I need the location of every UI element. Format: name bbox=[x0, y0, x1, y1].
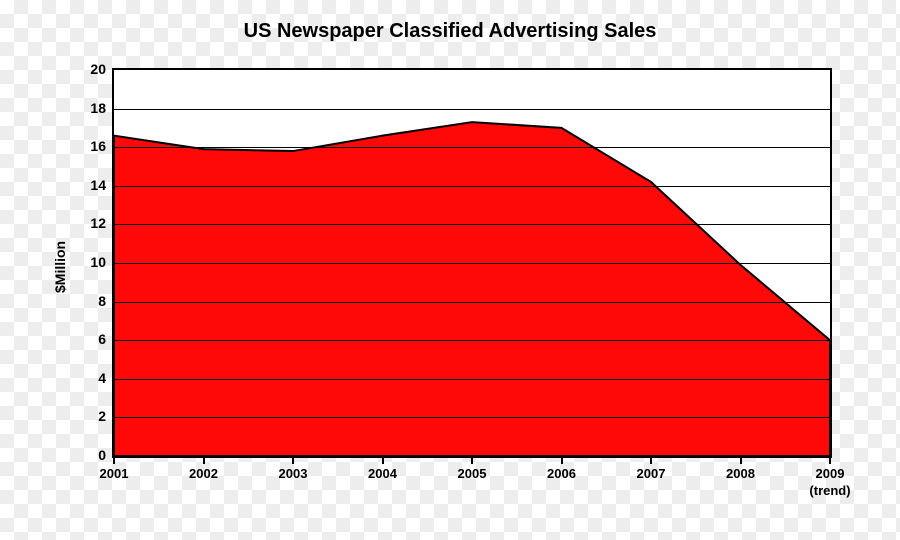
chart-title: US Newspaper Classified Advertising Sale… bbox=[0, 20, 900, 43]
x-tick-mark bbox=[740, 458, 742, 464]
y-tick-label: 14 bbox=[72, 177, 106, 193]
y-tick-label: 12 bbox=[72, 215, 106, 231]
x-tick-mark bbox=[382, 458, 384, 464]
x-tick-label: (trend) bbox=[790, 483, 870, 498]
y-tick-label: 0 bbox=[72, 447, 106, 463]
x-tick-label: 2008 bbox=[701, 466, 781, 481]
x-tick-label: 2004 bbox=[343, 466, 423, 481]
x-tick-label: 2007 bbox=[611, 466, 691, 481]
x-tick-label: 2003 bbox=[253, 466, 333, 481]
gridline bbox=[114, 417, 830, 418]
gridline bbox=[114, 340, 830, 341]
y-tick-label: 2 bbox=[72, 408, 106, 424]
x-tick-mark bbox=[561, 458, 563, 464]
x-tick-mark bbox=[292, 458, 294, 464]
x-tick-label: 2009 bbox=[790, 466, 870, 481]
y-tick-label: 10 bbox=[72, 254, 106, 270]
gridline bbox=[114, 302, 830, 303]
y-tick-label: 6 bbox=[72, 331, 106, 347]
x-tick-mark bbox=[113, 458, 115, 464]
x-tick-mark bbox=[471, 458, 473, 464]
x-tick-label: 2005 bbox=[432, 466, 512, 481]
plot-area bbox=[112, 68, 832, 458]
gridline bbox=[114, 147, 830, 148]
gridline bbox=[114, 109, 830, 110]
x-tick-label: 2006 bbox=[522, 466, 602, 481]
x-tick-mark bbox=[650, 458, 652, 464]
gridline bbox=[114, 379, 830, 380]
x-tick-label: 2002 bbox=[164, 466, 244, 481]
y-axis-label: $Million bbox=[52, 241, 68, 293]
y-tick-label: 16 bbox=[72, 138, 106, 154]
gridline bbox=[114, 263, 830, 264]
canvas: US Newspaper Classified Advertising Sale… bbox=[0, 0, 900, 540]
gridline bbox=[114, 224, 830, 225]
y-tick-label: 18 bbox=[72, 100, 106, 116]
area-series bbox=[114, 122, 830, 456]
gridline bbox=[114, 186, 830, 187]
y-tick-label: 20 bbox=[72, 61, 106, 77]
y-tick-label: 8 bbox=[72, 293, 106, 309]
x-tick-label: 2001 bbox=[74, 466, 154, 481]
x-tick-mark bbox=[203, 458, 205, 464]
x-tick-mark bbox=[829, 458, 831, 464]
y-tick-label: 4 bbox=[72, 370, 106, 386]
